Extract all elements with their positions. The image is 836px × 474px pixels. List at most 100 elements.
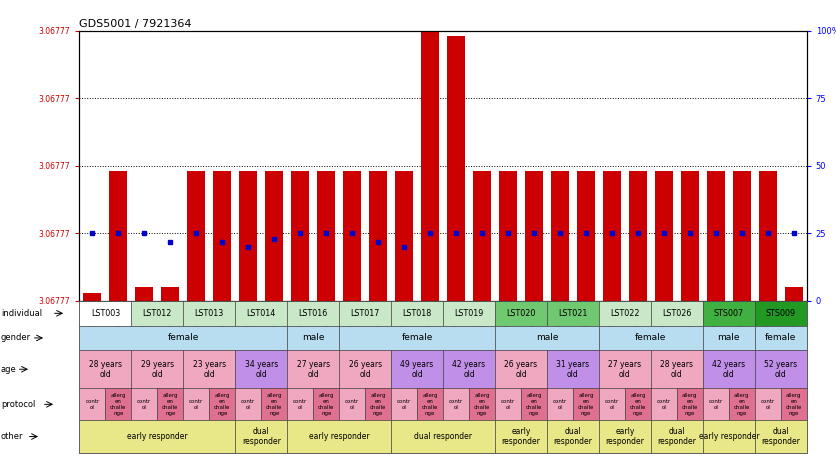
Text: 28 years
old: 28 years old [660, 360, 693, 379]
Text: allerg
en
challe
nge: allerg en challe nge [474, 393, 490, 416]
Text: male: male [717, 334, 740, 342]
Text: LST020: LST020 [507, 309, 536, 318]
Bar [239, 171, 257, 301]
Text: early
responder: early responder [605, 427, 645, 446]
Bar [161, 288, 180, 301]
Text: dual
responder: dual responder [242, 427, 281, 446]
Text: age: age [1, 365, 17, 374]
Text: female: female [765, 334, 797, 342]
Text: contr
ol: contr ol [604, 399, 619, 410]
Text: contr
ol: contr ol [397, 399, 411, 410]
Bar [265, 171, 283, 301]
Text: 29 years
old: 29 years old [140, 360, 174, 379]
Text: allerg
en
challe
nge: allerg en challe nge [162, 393, 179, 416]
Bar [655, 171, 673, 301]
Bar [447, 36, 465, 301]
Text: contr
ol: contr ol [85, 399, 99, 410]
Text: 23 years
old: 23 years old [193, 360, 226, 379]
Text: LST013: LST013 [195, 309, 224, 318]
Text: contr
ol: contr ol [293, 399, 308, 410]
Bar [732, 171, 751, 301]
Bar [525, 171, 543, 301]
Text: contr
ol: contr ol [657, 399, 671, 410]
Text: protocol: protocol [1, 400, 35, 409]
Bar [291, 171, 309, 301]
Text: allerg
en
challe
nge: allerg en challe nge [110, 393, 126, 416]
Text: 42 years
old: 42 years old [452, 360, 486, 379]
Bar [785, 288, 803, 301]
Bar [421, 31, 439, 301]
Bar [369, 171, 387, 301]
Text: allerg
en
challe
nge: allerg en challe nge [370, 393, 386, 416]
Bar [473, 171, 491, 301]
Text: LST003: LST003 [91, 309, 120, 318]
Text: dual responder: dual responder [414, 432, 472, 441]
Text: LST018: LST018 [402, 309, 431, 318]
Text: male: male [536, 334, 558, 342]
Text: female: female [168, 334, 199, 342]
Text: female: female [635, 334, 666, 342]
Text: contr
ol: contr ol [189, 399, 203, 410]
Text: contr
ol: contr ol [709, 399, 723, 410]
Text: 27 years
old: 27 years old [609, 360, 641, 379]
Text: allerg
en
challe
nge: allerg en challe nge [266, 393, 283, 416]
Bar [135, 288, 154, 301]
Text: LST014: LST014 [247, 309, 276, 318]
Bar [759, 171, 777, 301]
Text: GDS5001 / 7921364: GDS5001 / 7921364 [79, 18, 192, 28]
Text: 31 years
old: 31 years old [557, 360, 589, 379]
Text: contr
ol: contr ol [553, 399, 567, 410]
Text: contr
ol: contr ol [501, 399, 515, 410]
Text: individual: individual [1, 309, 42, 318]
Text: gender: gender [1, 334, 31, 342]
Text: 28 years
old: 28 years old [89, 360, 122, 379]
Text: 42 years
old: 42 years old [712, 360, 746, 379]
Text: allerg
en
challe
nge: allerg en challe nge [734, 393, 750, 416]
Text: other: other [1, 432, 23, 441]
Bar [213, 171, 232, 301]
Text: 27 years
old: 27 years old [297, 360, 329, 379]
Text: contr
ol: contr ol [137, 399, 151, 410]
Bar [629, 171, 647, 301]
Text: early responder: early responder [127, 432, 187, 441]
Bar [395, 171, 413, 301]
Text: LST026: LST026 [662, 309, 691, 318]
Text: allerg
en
challe
nge: allerg en challe nge [578, 393, 594, 416]
Bar [577, 171, 595, 301]
Text: dual
responder: dual responder [762, 427, 800, 446]
Text: male: male [302, 334, 324, 342]
Text: dual
responder: dual responder [657, 427, 696, 446]
Text: LST017: LST017 [350, 309, 380, 318]
Text: STS009: STS009 [766, 309, 796, 318]
Bar [499, 171, 517, 301]
Text: allerg
en
challe
nge: allerg en challe nge [786, 393, 802, 416]
Text: 26 years
old: 26 years old [504, 360, 538, 379]
Text: contr
ol: contr ol [449, 399, 463, 410]
Text: contr
ol: contr ol [761, 399, 775, 410]
Bar [603, 171, 621, 301]
Text: 52 years
old: 52 years old [764, 360, 798, 379]
Text: contr
ol: contr ol [241, 399, 255, 410]
Text: LST021: LST021 [558, 309, 588, 318]
Text: contr
ol: contr ol [345, 399, 359, 410]
Text: LST012: LST012 [143, 309, 172, 318]
Text: early responder: early responder [308, 432, 370, 441]
Text: female: female [401, 334, 433, 342]
Text: early
responder: early responder [502, 427, 540, 446]
Text: LST016: LST016 [298, 309, 328, 318]
Bar [551, 171, 569, 301]
Text: early responder: early responder [699, 432, 759, 441]
Bar [84, 293, 101, 301]
Bar [343, 171, 361, 301]
Text: allerg
en
challe
nge: allerg en challe nge [318, 393, 334, 416]
Text: 26 years
old: 26 years old [349, 360, 382, 379]
Text: allerg
en
challe
nge: allerg en challe nge [681, 393, 698, 416]
Text: 34 years
old: 34 years old [245, 360, 278, 379]
Text: STS007: STS007 [714, 309, 744, 318]
Bar [187, 171, 206, 301]
Text: allerg
en
challe
nge: allerg en challe nge [630, 393, 646, 416]
Bar [317, 171, 335, 301]
Text: allerg
en
challe
nge: allerg en challe nge [422, 393, 438, 416]
Text: allerg
en
challe
nge: allerg en challe nge [526, 393, 543, 416]
Text: allerg
en
challe
nge: allerg en challe nge [214, 393, 231, 416]
